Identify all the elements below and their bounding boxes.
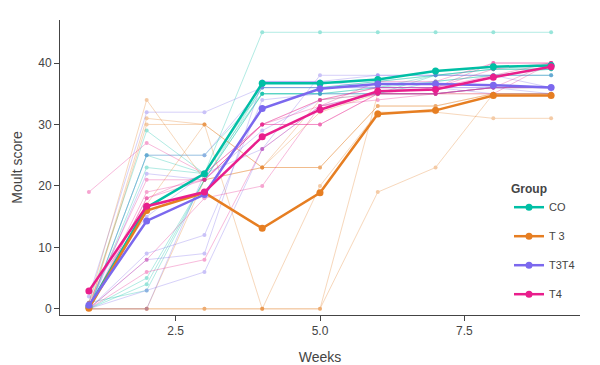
svg-text:CO: CO bbox=[549, 201, 566, 213]
svg-text:5.0: 5.0 bbox=[312, 324, 329, 338]
svg-text:T 3: T 3 bbox=[549, 230, 565, 242]
svg-text:40: 40 bbox=[38, 56, 52, 70]
svg-text:T4: T4 bbox=[549, 288, 562, 300]
svg-text:30: 30 bbox=[38, 118, 52, 132]
svg-text:0: 0 bbox=[45, 302, 52, 316]
svg-text:Group: Group bbox=[511, 182, 547, 196]
svg-text:7.5: 7.5 bbox=[456, 324, 473, 338]
svg-text:2.5: 2.5 bbox=[167, 324, 184, 338]
svg-text:T3T4: T3T4 bbox=[549, 259, 575, 271]
svg-text:Moult score: Moult score bbox=[9, 131, 25, 204]
svg-text:Weeks: Weeks bbox=[299, 349, 342, 365]
svg-text:10: 10 bbox=[38, 241, 52, 255]
svg-text:20: 20 bbox=[38, 179, 52, 193]
